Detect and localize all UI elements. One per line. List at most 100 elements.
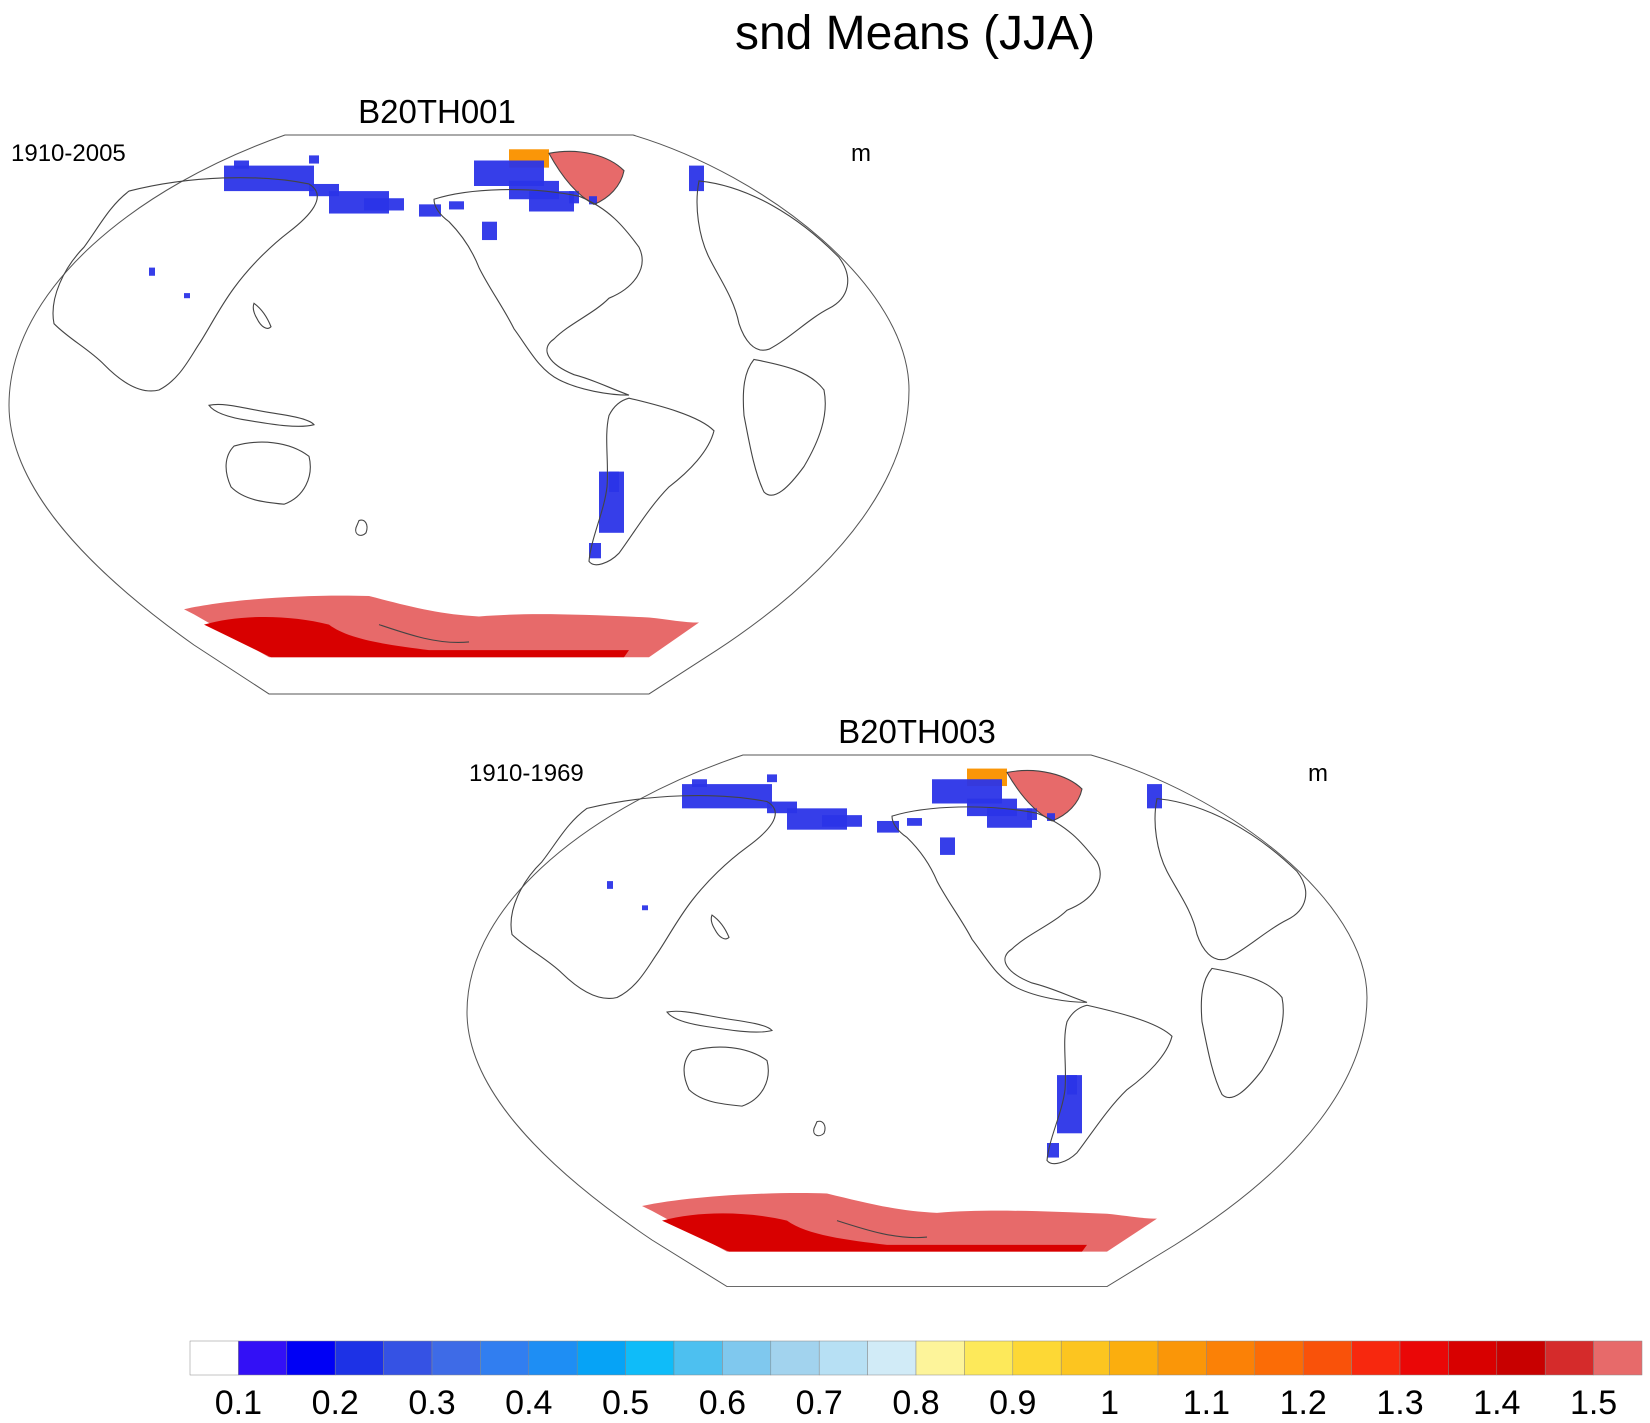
colorbar-swatch [189, 1340, 239, 1376]
snow-patch [364, 198, 404, 211]
antarctica-deep-snow [204, 616, 629, 658]
coastline [510, 795, 776, 999]
coastline [742, 358, 826, 496]
panel-2-map-group [466, 754, 1368, 1288]
coastline [683, 1046, 769, 1107]
colorbar-swatch [1254, 1340, 1304, 1376]
colorbar-swatch [334, 1340, 384, 1376]
coastline [378, 624, 470, 644]
colorbar-swatch [673, 1340, 723, 1376]
colorbar-swatch [1012, 1340, 1062, 1376]
colorbar-tick-label: 0.8 [892, 1384, 939, 1422]
snow-patch [940, 837, 955, 855]
snow-patch [822, 815, 862, 827]
colorbar-tick-label: 1.4 [1473, 1384, 1520, 1422]
map-frame [8, 134, 910, 695]
colorbar-swatch [722, 1340, 772, 1376]
snow-patch [449, 201, 464, 210]
colorbar-swatch [1496, 1340, 1546, 1376]
colorbar-tick-label: 1 [1100, 1384, 1119, 1422]
colorbar-tick-label: 0.7 [796, 1384, 843, 1422]
snow-patch [877, 820, 899, 833]
coastline [52, 177, 318, 392]
greenland-snow [549, 151, 624, 205]
coastline [1154, 798, 1307, 961]
snow-patch [987, 808, 1032, 828]
colorbar-swatch [1448, 1340, 1498, 1376]
colorbar-swatch [964, 1340, 1014, 1376]
panel-2-period-label: 1910-1969 [469, 760, 584, 787]
colorbar-swatch [818, 1340, 868, 1376]
colorbar-tick-label: 0.2 [312, 1384, 359, 1422]
panel-2-units-label: m [1308, 760, 1328, 787]
coastline [1006, 770, 1083, 822]
panel-2-title: B20TH003 [838, 713, 996, 750]
panel-1-title: B20TH001 [358, 93, 516, 130]
coastline [891, 806, 1101, 1003]
coastline [1200, 967, 1284, 1099]
antarctica-deep-snow [662, 1213, 1087, 1252]
snow-patch [907, 818, 922, 826]
coastline [710, 914, 730, 940]
coastline [548, 150, 625, 205]
colorbar-tick-label: 1.5 [1570, 1384, 1617, 1422]
colorbar-swatch [1302, 1340, 1352, 1376]
map-frame [466, 754, 1368, 1288]
colorbar-swatch [1351, 1340, 1401, 1376]
snow-patch [184, 293, 190, 299]
snow-patch [689, 165, 704, 192]
snow-patch [149, 267, 155, 276]
colorbar-swatch [576, 1340, 626, 1376]
colorbar-tick-label: 1.2 [1280, 1384, 1327, 1422]
snow-patch [692, 779, 707, 788]
colorbar-swatch [286, 1340, 336, 1376]
colorbar-tick-label: 1.1 [1183, 1384, 1230, 1422]
coastline [836, 1220, 928, 1239]
colorbar-swatch [1157, 1340, 1207, 1376]
colorbar-tick-label: 0.6 [699, 1384, 746, 1422]
coastline [1046, 1004, 1173, 1165]
colorbar-swatch [238, 1340, 288, 1376]
coastline [588, 397, 715, 566]
panel-1-units-label: m [851, 140, 871, 167]
colorbar-swatch [770, 1340, 820, 1376]
snow-patch [1027, 808, 1037, 820]
panel-1-map-group [8, 134, 910, 695]
snow-patch [1047, 813, 1055, 821]
colorbar-tick-label: 0.3 [408, 1384, 455, 1422]
snow-patch [1147, 784, 1162, 809]
colorbar-tick-label: 0.5 [602, 1384, 649, 1422]
figure-title: snd Means (JJA) [734, 7, 1096, 60]
snow-patch [767, 774, 777, 783]
colorbar-swatch [383, 1340, 433, 1376]
colorbar-tick-label: 0.9 [989, 1384, 1036, 1422]
snow-patch [569, 191, 579, 204]
colorbar-swatch [1544, 1340, 1594, 1376]
coastline [813, 1120, 826, 1137]
colorbar-swatch [1206, 1340, 1256, 1376]
coastline [208, 403, 315, 427]
coastline [666, 1010, 773, 1033]
colorbar-swatch [431, 1340, 481, 1376]
colorbar-tick-label: 1.3 [1376, 1384, 1423, 1422]
coastline [433, 189, 643, 396]
snow-patch [767, 801, 797, 814]
colorbar-swatch [867, 1340, 917, 1376]
snow-patch [642, 905, 648, 911]
snow-patch [309, 155, 319, 164]
coastline [696, 180, 849, 351]
colorbar-tick-label: 0.4 [505, 1384, 552, 1422]
panel-1-period-label: 1910-2005 [11, 140, 126, 167]
colorbar-swatch [1109, 1340, 1159, 1376]
snow-patch [482, 221, 497, 241]
colorbar-tick-label: 0.1 [215, 1384, 262, 1422]
colorbar-swatch [1593, 1340, 1643, 1376]
snow-patch [607, 881, 613, 889]
snow-patch [529, 191, 574, 212]
colorbar-swatch [915, 1340, 965, 1376]
snow-patch [1067, 1075, 1077, 1095]
snow-patch [589, 196, 597, 205]
snow-patch [234, 160, 249, 169]
colorbar-swatch [1399, 1340, 1449, 1376]
